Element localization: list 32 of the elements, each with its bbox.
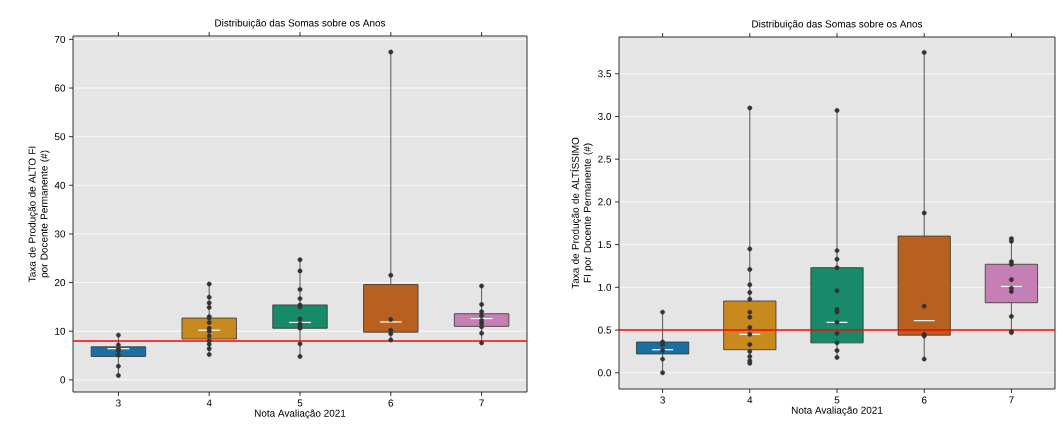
y-tick-label: 3.5 [598,70,612,78]
x-tick-label: 7 [1009,396,1014,404]
y-tick-label: 60 [54,84,66,92]
x-tick-label: 6 [388,399,394,407]
y-tick-label: 30 [54,230,66,238]
y-tick-label: 2.5 [598,155,612,163]
y-tick-label: 0.5 [598,326,612,334]
x-tick-label: 6 [921,396,927,404]
y-tick-label: 1.0 [598,283,612,291]
y-tick-label: 10 [55,327,66,335]
x-tick-label: 3 [660,396,665,404]
x-axis-title: Nota Avaliação 2021 [791,406,883,416]
y-tick-label: 2.0 [598,198,612,206]
y-tick-label: 70 [54,35,66,43]
x-tick-label: 5 [834,396,840,404]
x-axis-title: Nota Avaliação 2021 [254,409,346,419]
x-tick-label: 7 [479,399,484,407]
x-tick-label: 3 [116,399,121,407]
x-tick-label: 5 [297,399,303,407]
y-tick-label: 3.0 [598,112,612,120]
y-tick-label: 20 [54,279,66,287]
chart-title: Distribuição das Somas sobre os Anos [215,19,386,29]
y-axis-title: Taxa de Produção de ALTÍSSIMO FI por Docente Permanente (#) [570,137,593,289]
y-tick-label: 50 [54,133,66,141]
chart-title: Distribuição das Somas sobre os Anos [752,20,923,30]
y-tick-label: 0 [60,376,66,384]
y-axis-title: Taxa de Produção de ALTO FI por Docente Permanente (#) [28,146,50,282]
y-tick-label: 1.5 [598,241,612,249]
x-tick-label: 4 [206,399,212,407]
y-tick-label: 40 [54,181,66,189]
x-tick-label: 4 [747,396,753,404]
y-tick-label: 0.0 [598,369,612,377]
